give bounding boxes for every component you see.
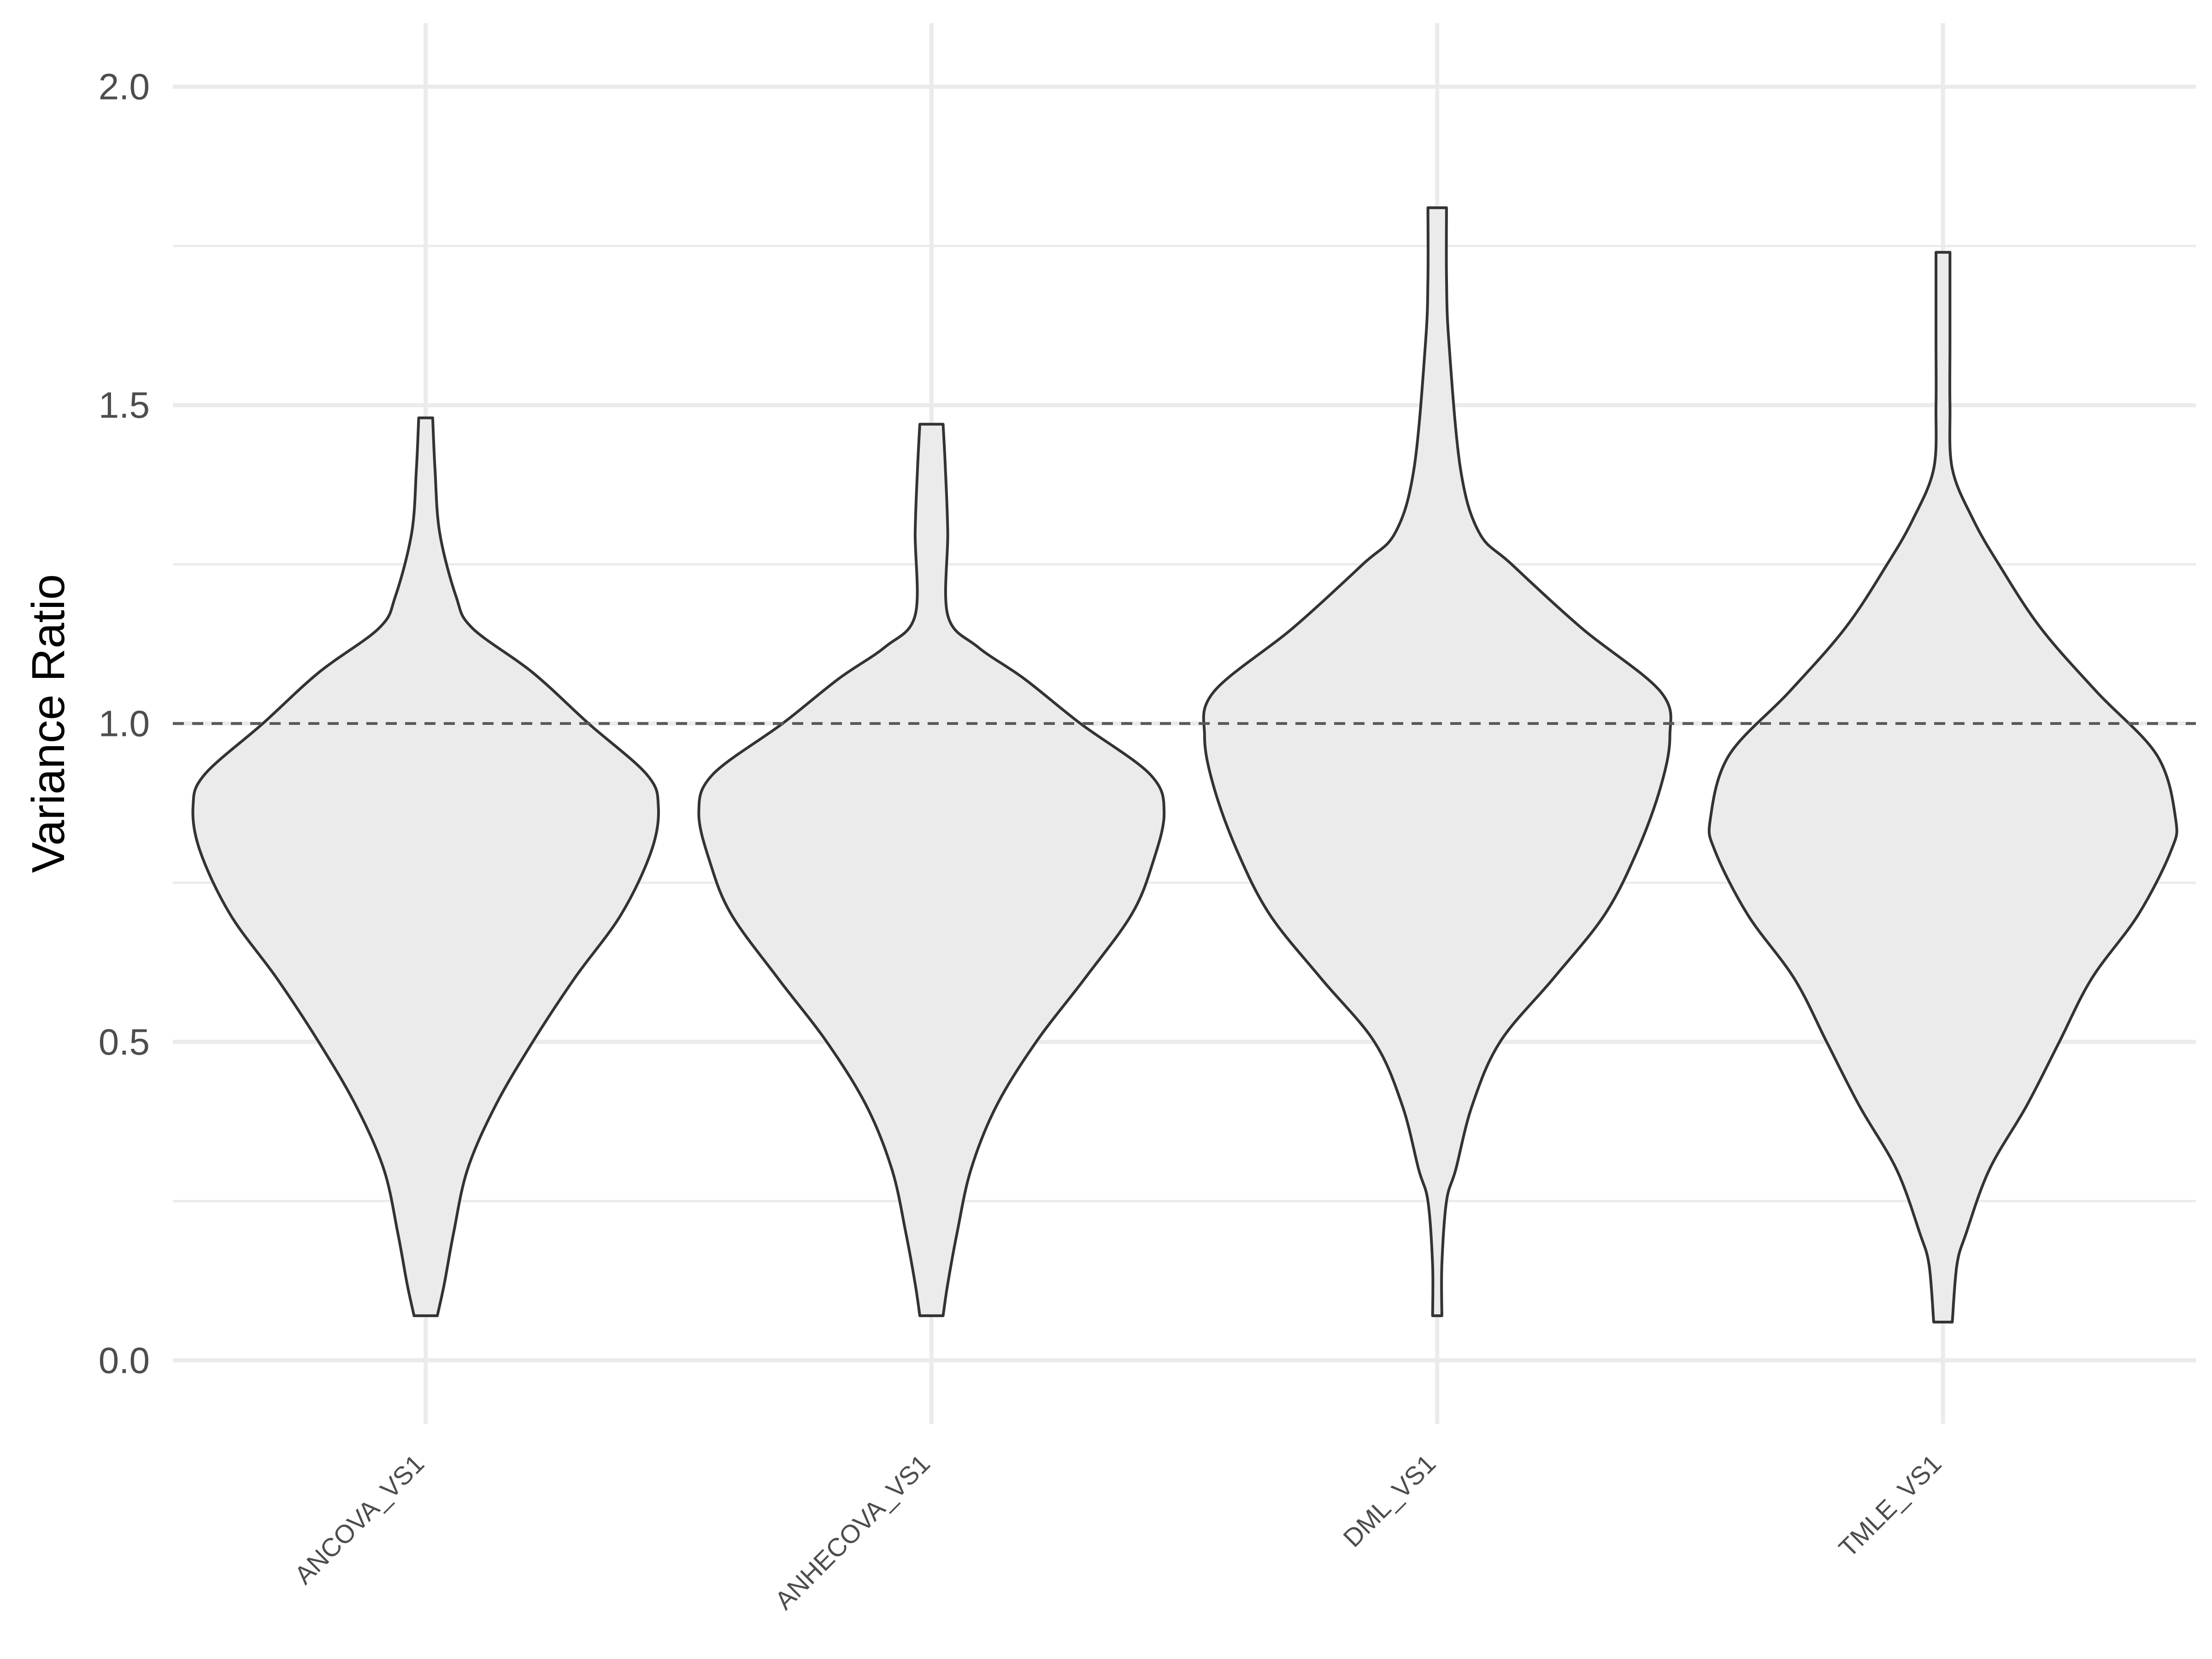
y-tick-label: 1.0 (99, 703, 150, 744)
y-tick-labels: 0.0 0.5 1.0 1.5 2.0 (99, 66, 150, 1381)
violin-dml-vs1 (1202, 206, 1672, 1318)
violin-tmle-vs1 (1707, 251, 2178, 1324)
y-axis-title: Variance Ratio (23, 574, 74, 873)
violin-anhecova-vs1 (697, 423, 1166, 1318)
violin-ancova-vs1 (191, 416, 660, 1318)
y-tick-label: 1.5 (99, 385, 150, 426)
violins (191, 206, 2178, 1324)
y-tick-label: 0.5 (99, 1021, 150, 1062)
y-tick-label: 2.0 (99, 66, 150, 107)
y-tick-label: 0.0 (99, 1340, 150, 1381)
